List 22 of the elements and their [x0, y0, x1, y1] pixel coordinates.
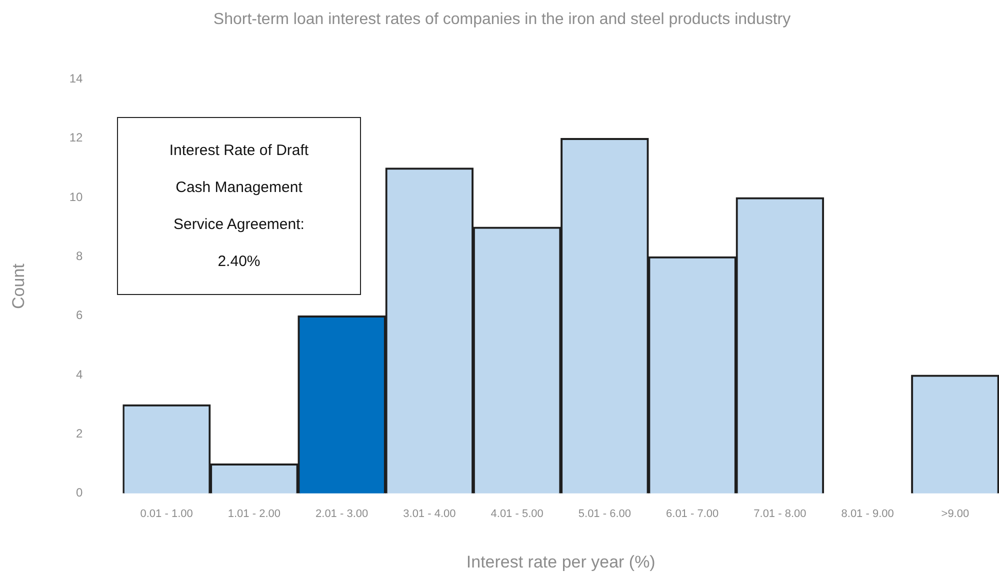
x-axis-title: Interest rate per year (%) [466, 552, 656, 572]
y-tick-label: 6 [76, 308, 84, 322]
chart-title: Short-term loan interest rates of companies in the iron and steel products industry [213, 11, 791, 28]
x-tick-label: 0.01 - 1.00 [140, 508, 193, 520]
y-tick-label: 2 [76, 426, 84, 441]
x-tick-label: 4.01 - 5.00 [490, 508, 544, 520]
y-tick-label: 14 [69, 72, 84, 86]
x-tick-label: 2.01 - 3.00 [316, 508, 368, 520]
x-tick-label: >9.00 [941, 508, 970, 520]
x-tick-label: 7.01 - 8.00 [754, 508, 806, 520]
x-tick-label: 6.01 - 7.00 [666, 508, 719, 520]
note-box: Interest Rate of Draft Cash Management Service Agreement: 2.40% [117, 117, 361, 295]
y-tick-label: 0 [76, 486, 84, 500]
y-tick-label: 4 [76, 367, 84, 382]
x-tick-label: 1.01 - 2.00 [228, 508, 280, 520]
x-tick-label: 3.01 - 4.00 [403, 508, 456, 520]
x-tick-label: 8.01 - 9.00 [841, 508, 894, 520]
y-tick-label: 10 [69, 190, 84, 204]
y-tick-label: 12 [69, 130, 84, 145]
x-tick-label: 5.01 - 6.00 [578, 508, 631, 520]
y-axis-title: Count [8, 263, 28, 309]
y-tick-label: 8 [76, 249, 84, 264]
